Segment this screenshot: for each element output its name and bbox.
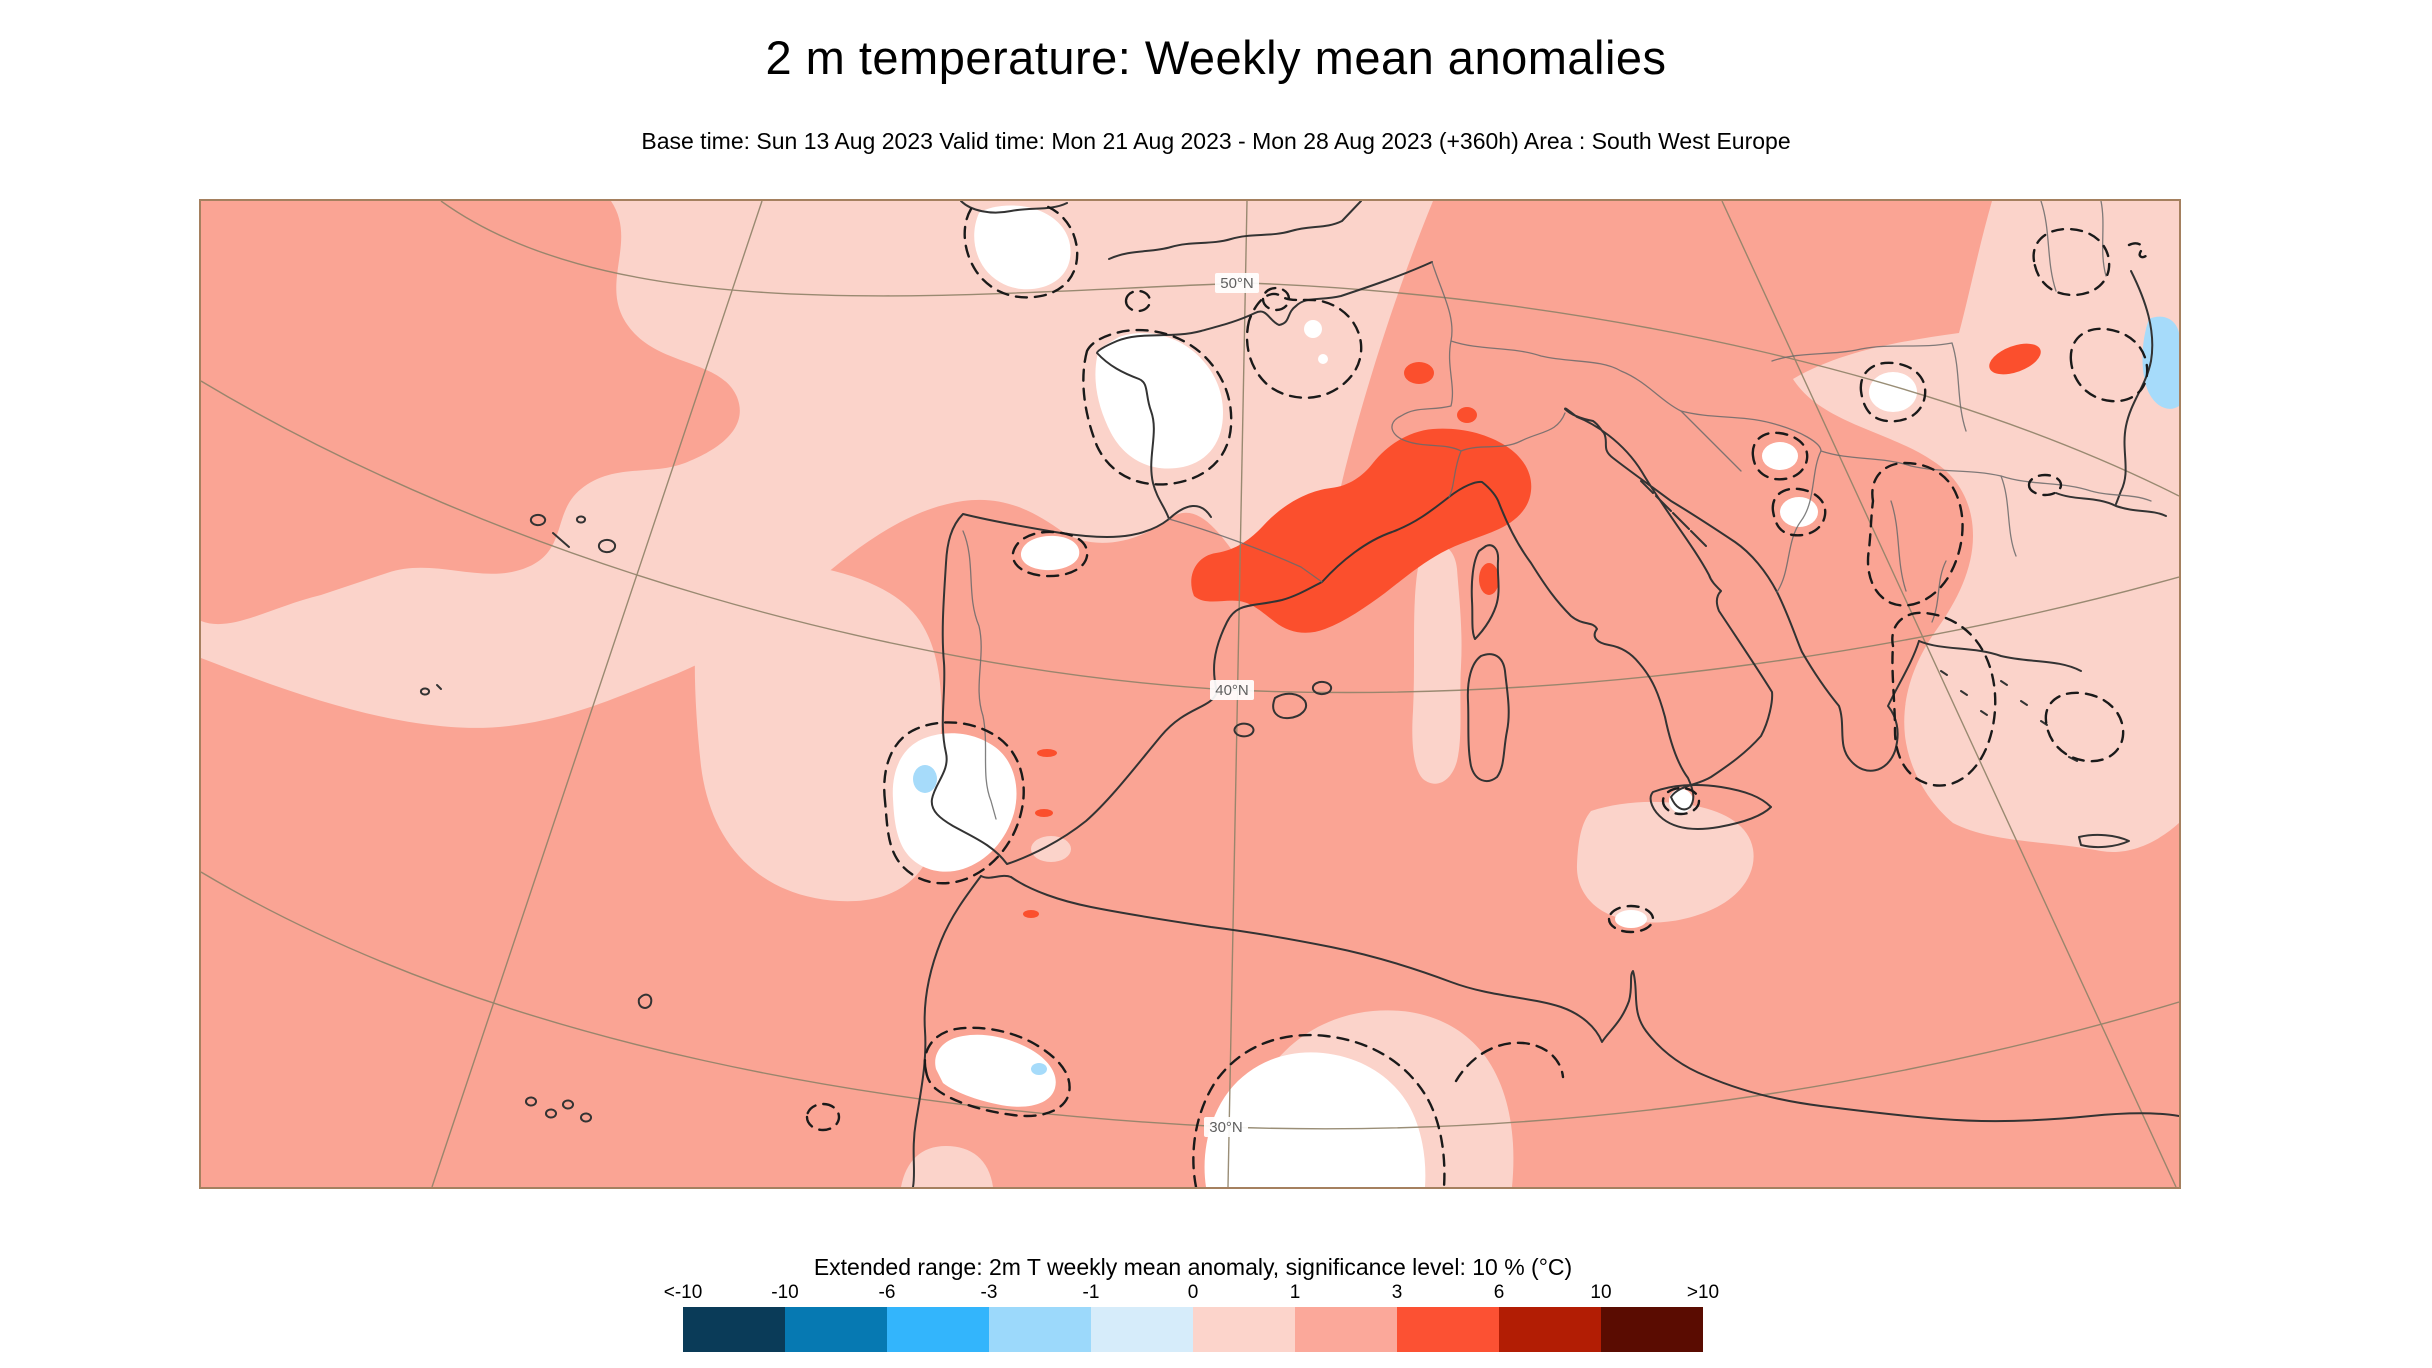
colorbar [683,1307,1703,1352]
colorbar-tick-label: 1 [1289,1282,1301,1303]
colorbar-swatch [1295,1307,1397,1352]
colorbar-tick-label: 3 [1391,1282,1403,1303]
colorbar-tick-label: <-10 [663,1282,703,1303]
colorbar-ticks: <-10 -10 -6 -3 -1 0 1 3 6 10 >10 [664,1282,1719,1306]
colorbar-tick-label: -1 [1082,1282,1100,1303]
graticule-label-30n: 30°N [1204,1117,1248,1137]
anomaly-map-frame: 50°N 40°N 30°N [199,199,2181,1189]
svg-text:30°N: 30°N [1209,1119,1243,1136]
colorbar-swatch [683,1307,785,1352]
colorbar-tick-label: 6 [1493,1282,1505,1303]
colorbar-swatch [887,1307,989,1352]
colorbar-swatch [785,1307,887,1352]
coastlines [419,201,2179,1187]
graticule-label-50n: 50°N [1215,273,1259,293]
colorbar-tick-label: -6 [878,1282,896,1303]
colorbar-tick-label: 10 [1590,1282,1612,1303]
colorbar-tick-label: -3 [980,1282,998,1303]
colorbar-swatch [1193,1307,1295,1352]
page-subtitle: Base time: Sun 13 Aug 2023 Valid time: M… [641,128,1791,154]
graticule-label-40n: 40°N [1210,680,1254,700]
svg-text:40°N: 40°N [1215,682,1249,699]
colorbar-swatch [1499,1307,1601,1352]
colorbar-swatch [1601,1307,1703,1352]
non-significant-areas [892,205,1917,1187]
page-title: 2 m temperature: Weekly mean anomalies [765,31,1667,84]
anomaly-field-1-3 [201,201,2179,1187]
anomaly-pockets-0-1 [694,544,1754,1187]
anomaly-field-3-6 [1023,343,2041,918]
country-borders [962,201,2152,820]
colorbar-tick-label: >10 [1686,1282,1720,1303]
colorbar-title: Extended range: 2m T weekly mean anomaly… [813,1254,1573,1280]
anomaly-map: 50°N 40°N 30°N [201,201,2179,1187]
colorbar-tick-label: -10 [771,1282,799,1303]
colorbar-tick-label: 0 [1187,1282,1199,1303]
graticule-labels: 50°N 40°N 30°N [1204,273,1259,1137]
colorbar-swatch [989,1307,1091,1352]
colorbar-swatch [1397,1307,1499,1352]
svg-text:50°N: 50°N [1220,275,1254,292]
colorbar-swatch [1091,1307,1193,1352]
significance-contours [805,204,2149,1187]
